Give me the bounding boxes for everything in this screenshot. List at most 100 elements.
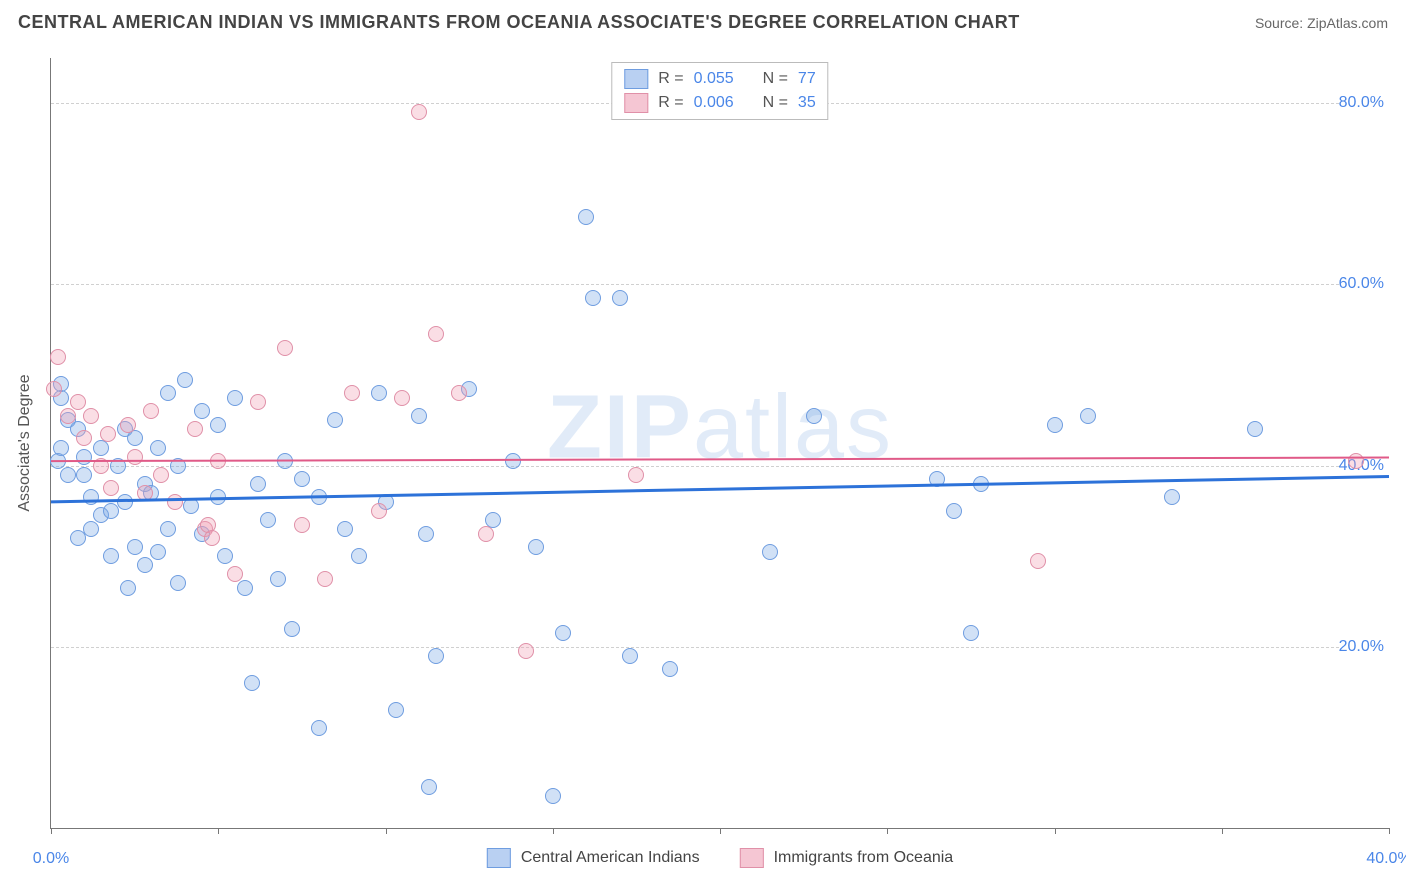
data-point-central_american_indians [337,521,353,537]
n-value-a: 77 [798,70,816,88]
data-point-central_american_indians [528,539,544,555]
data-point-immigrants_from_oceania [227,566,243,582]
stats-row-series-b: R = 0.006 N = 35 [624,91,815,115]
x-tick [1389,828,1390,834]
data-point-immigrants_from_oceania [83,408,99,424]
data-point-immigrants_from_oceania [478,526,494,542]
y-axis-label: Associate's Degree [16,374,34,511]
legend-label-a: Central American Indians [521,849,700,867]
data-point-immigrants_from_oceania [210,453,226,469]
data-point-immigrants_from_oceania [153,467,169,483]
data-point-central_american_indians [160,521,176,537]
data-point-central_american_indians [103,548,119,564]
data-point-immigrants_from_oceania [204,530,220,546]
y-tick-label: 80.0% [1339,94,1394,112]
x-tick [386,828,387,834]
trend-line [51,457,1389,461]
data-point-immigrants_from_oceania [76,430,92,446]
data-point-central_american_indians [117,494,133,510]
data-point-central_american_indians [160,385,176,401]
data-point-central_american_indians [217,548,233,564]
data-point-central_american_indians [578,209,594,225]
data-point-immigrants_from_oceania [120,417,136,433]
chart-title: CENTRAL AMERICAN INDIAN VS IMMIGRANTS FR… [18,12,1020,33]
data-point-central_american_indians [194,403,210,419]
r-value-a: 0.055 [694,70,734,88]
data-point-central_american_indians [351,548,367,564]
data-point-central_american_indians [137,557,153,573]
data-point-central_american_indians [150,544,166,560]
x-tick [1222,828,1223,834]
data-point-central_american_indians [150,440,166,456]
data-point-central_american_indians [662,661,678,677]
gridline [51,466,1389,467]
data-point-immigrants_from_oceania [371,503,387,519]
x-tick [720,828,721,834]
data-point-immigrants_from_oceania [518,643,534,659]
data-point-central_american_indians [210,417,226,433]
data-point-central_american_indians [418,526,434,542]
data-point-central_american_indians [83,489,99,505]
data-point-central_american_indians [76,467,92,483]
data-point-immigrants_from_oceania [167,494,183,510]
data-point-immigrants_from_oceania [317,571,333,587]
x-tick-label: 0.0% [33,850,69,868]
stats-row-series-a: R = 0.055 N = 77 [624,67,815,91]
data-point-central_american_indians [622,648,638,664]
data-point-central_american_indians [311,720,327,736]
watermark: ZIPatlas [547,376,893,479]
data-point-immigrants_from_oceania [628,467,644,483]
data-point-immigrants_from_oceania [344,385,360,401]
legend-label-b: Immigrants from Oceania [774,849,954,867]
data-point-immigrants_from_oceania [1348,453,1364,469]
data-point-immigrants_from_oceania [93,458,109,474]
data-point-immigrants_from_oceania [451,385,467,401]
data-point-central_american_indians [411,408,427,424]
y-tick-label: 60.0% [1339,275,1394,293]
r-value-b: 0.006 [694,94,734,112]
x-tick [1055,828,1056,834]
x-tick [51,828,52,834]
data-point-central_american_indians [260,512,276,528]
data-point-central_american_indians [284,621,300,637]
legend-swatch-b [624,93,648,113]
data-point-central_american_indians [612,290,628,306]
data-point-central_american_indians [555,625,571,641]
data-point-central_american_indians [806,408,822,424]
data-point-central_american_indians [127,430,143,446]
data-point-immigrants_from_oceania [70,394,86,410]
data-point-immigrants_from_oceania [103,480,119,496]
gridline [51,284,1389,285]
bottom-legend: Central American Indians Immigrants from… [487,848,953,868]
data-point-immigrants_from_oceania [250,394,266,410]
gridline [51,647,1389,648]
data-point-central_american_indians [1047,417,1063,433]
data-point-immigrants_from_oceania [143,403,159,419]
data-point-immigrants_from_oceania [294,517,310,533]
legend-swatch-a-icon [487,848,511,868]
x-tick [218,828,219,834]
data-point-central_american_indians [428,648,444,664]
source-attribution: Source: ZipAtlas.com [1255,15,1388,31]
data-point-central_american_indians [270,571,286,587]
data-point-central_american_indians [127,539,143,555]
x-tick-label: 40.0% [1366,850,1406,868]
data-point-central_american_indians [1247,421,1263,437]
data-point-immigrants_from_oceania [100,426,116,442]
data-point-immigrants_from_oceania [137,485,153,501]
data-point-immigrants_from_oceania [411,104,427,120]
data-point-central_american_indians [76,449,92,465]
data-point-central_american_indians [60,467,76,483]
data-point-central_american_indians [545,788,561,804]
data-point-immigrants_from_oceania [46,381,62,397]
n-value-b: 35 [798,94,816,112]
data-point-central_american_indians [237,580,253,596]
data-point-central_american_indians [371,385,387,401]
data-point-central_american_indians [327,412,343,428]
data-point-central_american_indians [83,521,99,537]
data-point-immigrants_from_oceania [187,421,203,437]
legend-swatch-b-icon [740,848,764,868]
legend-swatch-a [624,69,648,89]
data-point-immigrants_from_oceania [1030,553,1046,569]
data-point-central_american_indians [250,476,266,492]
